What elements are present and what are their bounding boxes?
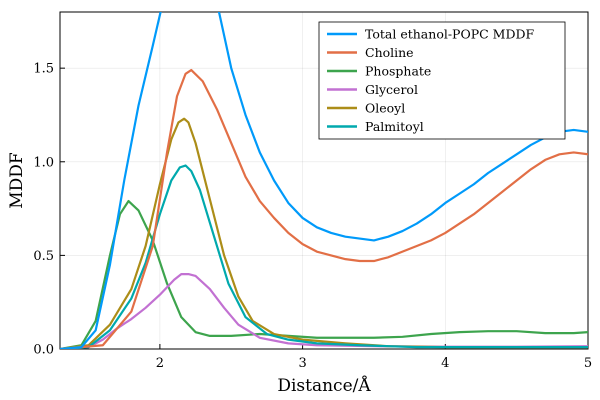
x-tick-label: 2 bbox=[156, 356, 164, 371]
legend-label: Choline bbox=[365, 45, 414, 60]
plot-frame bbox=[59, 11, 589, 350]
y-axis-title: MDDF bbox=[7, 152, 27, 209]
legend: Total ethanol-POPC MDDF Choline Phosphate G… bbox=[318, 21, 566, 140]
x-axis-title: Distance/Å bbox=[277, 375, 371, 396]
legend-label: Glycerol bbox=[365, 82, 418, 97]
legend-box bbox=[318, 21, 566, 140]
y-tick-label: 1.5 bbox=[33, 62, 54, 77]
series-line-total-ethanol-popc-mddf bbox=[60, 12, 588, 349]
series-line-choline bbox=[60, 68, 588, 349]
legend-label: Phosphate bbox=[365, 64, 431, 79]
y-tick-label: 0.5 bbox=[33, 249, 54, 264]
legend-label: Oleoyl bbox=[365, 101, 405, 116]
y-tick-label: 1.0 bbox=[33, 155, 54, 170]
series-lines bbox=[60, 12, 588, 349]
series-line-phosphate bbox=[60, 199, 588, 349]
legend-label: Palmitoyl bbox=[365, 119, 424, 134]
x-tick-label: 4 bbox=[441, 356, 449, 371]
legend-label: Total ethanol-POPC MDDF bbox=[365, 27, 535, 42]
series-line-oleoyl bbox=[60, 117, 588, 349]
y-tick-label: 0.0 bbox=[33, 343, 54, 358]
series-line-palmitoyl bbox=[60, 164, 588, 349]
x-tick-label: 5 bbox=[584, 356, 592, 371]
x-tick-label: 3 bbox=[298, 356, 306, 371]
